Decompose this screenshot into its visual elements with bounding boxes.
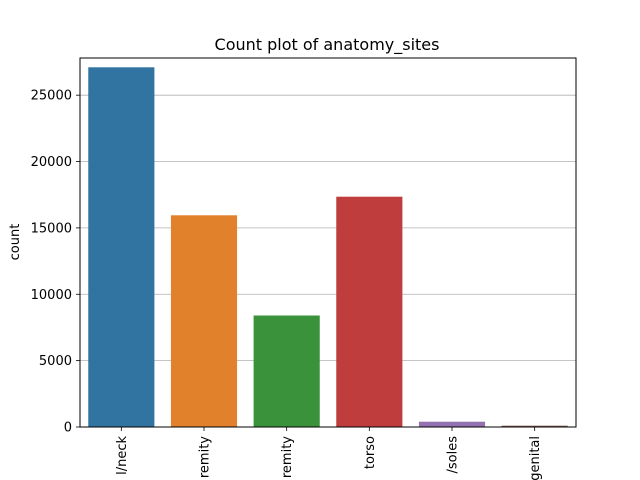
x-tick-label: remity: [280, 436, 295, 478]
x-tick-label: l/neck: [115, 436, 130, 475]
y-axis-ticks: 0 5000 10000 15000 20000 25000: [31, 89, 80, 436]
y-tick-label: 25000: [31, 89, 72, 104]
bar-0: [88, 67, 155, 427]
bar-4: [418, 421, 486, 427]
y-tick-label: 15000: [31, 221, 72, 236]
x-tick-label: /soles: [446, 436, 461, 474]
y-tick-label: 5000: [39, 354, 72, 369]
y-axis-label: count: [8, 224, 23, 261]
y-tick-label: 10000: [31, 288, 72, 303]
bar-5: [501, 425, 568, 427]
x-axis-ticks: l/neck remity remity torso/soles genital: [115, 427, 543, 480]
bar-2: [253, 315, 320, 427]
bars: [88, 67, 568, 427]
x-tick-label: genital: [528, 436, 543, 480]
bar-1: [170, 215, 238, 427]
plot-frame: [79, 57, 577, 428]
x-tick-label: torso: [363, 436, 378, 469]
grid-lines: [80, 94, 576, 362]
bar-3: [336, 196, 403, 427]
chart-title: Count plot of anatomy_sites: [215, 35, 440, 55]
x-tick-label: remity: [198, 436, 213, 478]
y-tick-label: 0: [64, 421, 72, 436]
y-tick-label: 20000: [31, 155, 72, 170]
